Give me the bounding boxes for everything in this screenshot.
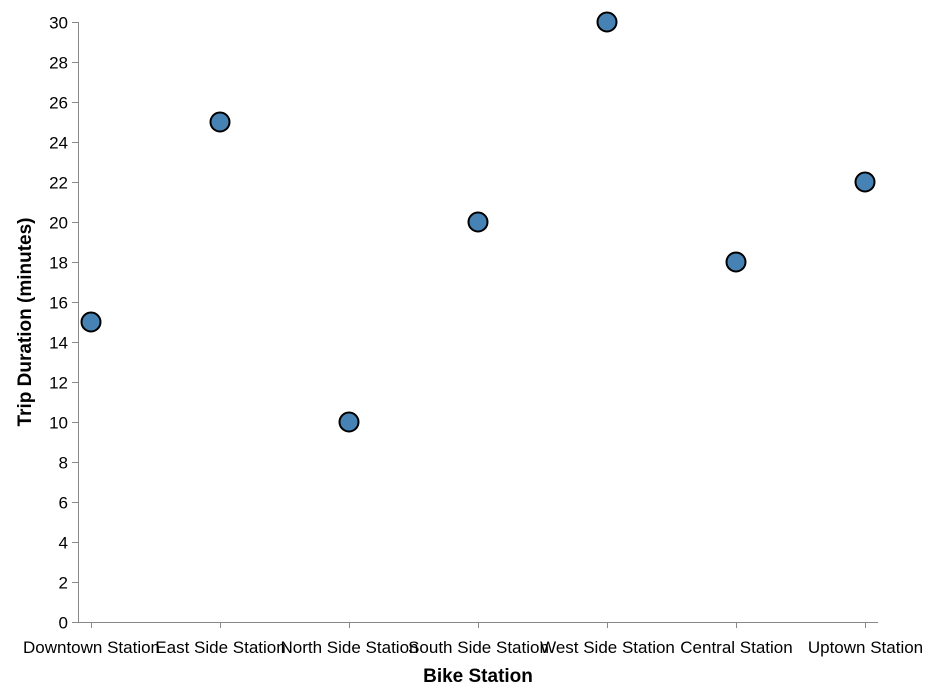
x-tick-label: Downtown Station [23, 638, 160, 657]
data-point [596, 11, 618, 33]
data-points [80, 11, 876, 433]
y-axis-title: Trip Duration (minutes) [15, 218, 36, 427]
data-point [209, 111, 231, 133]
y-tick-label: 8 [59, 454, 68, 473]
data-point [338, 411, 360, 433]
y-tick-label: 10 [49, 414, 68, 433]
y-tick-label: 24 [49, 134, 68, 153]
x-tick-label: East Side Station [155, 638, 285, 657]
x-tick-label: Uptown Station [808, 638, 923, 657]
y-tick-label: 16 [49, 294, 68, 313]
data-point [80, 311, 102, 333]
y-tick-label: 30 [49, 14, 68, 33]
x-tick-label: Central Station [680, 638, 792, 657]
y-tick-label: 12 [49, 374, 68, 393]
y-tick-label: 20 [49, 214, 68, 233]
x-axis-title: Bike Station [423, 666, 533, 687]
y-tick-label: 4 [59, 534, 68, 553]
y-tick-label: 2 [59, 574, 68, 593]
y-tick-label: 0 [59, 614, 68, 633]
y-tick-label: 14 [49, 334, 68, 353]
x-tick-label: West Side Station [540, 638, 675, 657]
y-tick-label: 18 [49, 254, 68, 273]
data-point [467, 211, 489, 233]
y-tick-label: 26 [49, 94, 68, 113]
x-tick-label: North Side Station [281, 638, 419, 657]
y-tick-label: 28 [49, 54, 68, 73]
data-point [854, 171, 876, 193]
data-point [725, 251, 747, 273]
y-tick-label: 22 [49, 174, 68, 193]
x-tick-label: South Side Station [408, 638, 549, 657]
y-tick-label: 6 [59, 494, 68, 513]
